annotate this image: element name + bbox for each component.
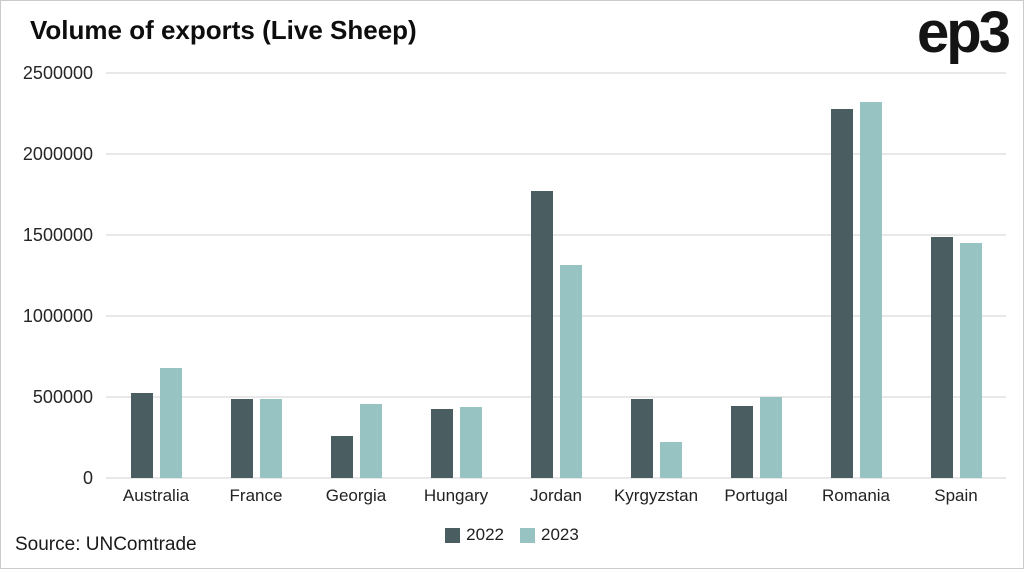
bar-hungary-2023 [459,407,482,478]
bar-australia-2022 [130,392,153,478]
bar-spain-2022 [930,236,953,478]
bar-group-jordan [506,73,606,478]
y-tick-label: 500000 [32,387,93,407]
x-tick-label-romania: Romania [821,486,891,505]
bar-spain-2023 [959,242,982,478]
bar-australia-2023 [159,367,182,478]
bar-kyrgyzstan-2023 [659,441,682,478]
bar-georgia-2023 [359,404,382,478]
plot-area [106,72,1006,479]
gridline-2000000 [106,153,1006,155]
gridline-500000 [106,396,1006,398]
y-tick-label: 1500000 [22,225,93,245]
chart-title: Volume of exports (Live Sheep) [30,15,417,45]
y-axis: 0 500000 1000000 1500000 2000000 2500000 [1,1,93,521]
gridline-1500000 [106,234,1006,236]
bar-jordan-2023 [559,264,582,478]
legend-item-2022: 2022 [445,525,504,545]
x-tick-label-kyrgyzstan: Kyrgyzstan [613,486,699,505]
x-tick-label-georgia: Georgia [325,486,387,505]
legend-label-2023: 2023 [541,525,579,544]
gridline-2500000 [106,72,1006,74]
bar-group-kyrgyzstan [606,73,706,478]
y-tick-label: 2000000 [22,144,93,164]
bar-group-australia [106,73,206,478]
legend-swatch-2023 [520,527,535,543]
x-tick-label-portugal: Portugal [724,486,788,505]
y-tick-label: 2500000 [22,63,93,83]
bar-hungary-2022 [430,409,453,478]
bar-romania-2022 [830,108,853,478]
bar-group-portugal [706,73,806,478]
bar-georgia-2022 [330,436,353,478]
bar-romania-2023 [859,102,882,478]
x-tick-label-france: France [229,486,283,505]
bar-portugal-2022 [730,405,753,478]
legend: 2022 2023 [1,525,1023,545]
bar-group-romania [806,73,906,478]
y-tick-label: 1000000 [22,306,93,326]
gridline-0 [106,477,1006,479]
ep3-logo: ep3 [917,0,1011,65]
bar-portugal-2023 [759,397,782,478]
bar-france-2022 [230,398,253,478]
x-tick-label-hungary: Hungary [423,486,489,505]
bar-group-hungary [406,73,506,478]
bar-group-spain [906,73,1006,478]
source-note: Source: UNComtrade [15,534,197,555]
bar-france-2023 [259,399,282,478]
x-axis: Australia France Georgia Hungary Jordan Kyrgy… [106,485,1006,507]
x-tick-label-jordan: Jordan [530,486,582,505]
bar-group-france [206,73,306,478]
gridline-1000000 [106,315,1006,317]
legend-item-2023: 2023 [520,525,579,545]
legend-swatch-2022 [445,527,461,543]
x-tick-label-spain: Spain [934,486,978,505]
bar-groups [106,73,1006,478]
bar-group-georgia [306,73,406,478]
legend-label-2022: 2022 [466,525,504,544]
bar-kyrgyzstan-2022 [630,399,653,478]
y-tick-label: 0 [82,468,93,488]
x-tick-label-australia: Australia [122,486,190,505]
bar-jordan-2022 [530,191,553,478]
